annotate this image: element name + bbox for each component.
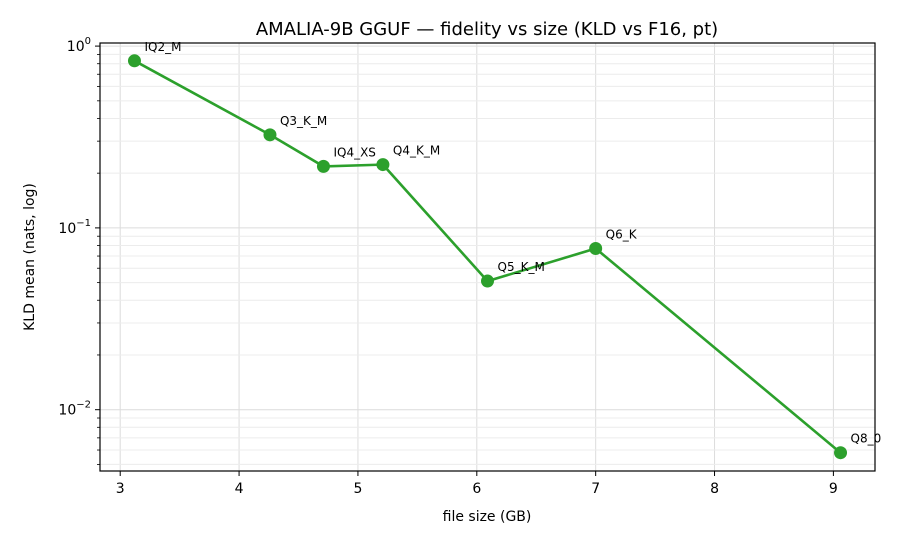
grid <box>100 43 875 471</box>
data-points: IQ2_M Q3_K_M IQ4_XS Q4_K_M Q5_K_M Q6_K Q8_0 <box>127 40 882 460</box>
data-point <box>589 242 603 256</box>
x-tick-label: 7 <box>591 481 600 497</box>
y-tick-label: 10−1 <box>58 218 91 237</box>
x-axis-label: file size (GB) <box>443 509 532 525</box>
series-line-layer <box>133 59 842 454</box>
y-tick-label: 100 <box>67 36 91 55</box>
data-point <box>127 54 141 68</box>
data-point-label: Q4_K_M <box>393 144 440 158</box>
x-tick-label: 6 <box>472 481 481 497</box>
plot-frame <box>99 42 876 472</box>
data-point-label: IQ2_M <box>144 40 181 54</box>
data-point <box>834 446 848 460</box>
data-point <box>481 274 494 288</box>
x-tick-label: 4 <box>235 481 244 497</box>
y-axis-label: KLD mean (nats, log) <box>22 183 38 331</box>
x-tick-label: 5 <box>353 481 362 497</box>
x-tick-label: 3 <box>116 481 125 497</box>
data-point-label: Q8_0 <box>851 432 882 446</box>
axis-ticks: 3 4 5 6 7 8 9 10−2 10−1 100 <box>58 36 837 497</box>
y-tick-label: 10−2 <box>58 400 91 419</box>
chart-title: AMALIA-9B GGUF — fidelity vs size (KLD v… <box>256 19 718 40</box>
data-point-label: Q5_K_M <box>498 260 545 274</box>
data-point-label: IQ4_XS <box>333 145 375 159</box>
x-tick-label: 8 <box>710 481 719 497</box>
data-point-label: Q6_K <box>606 228 638 242</box>
data-point <box>316 159 330 173</box>
x-tick-label: 9 <box>829 481 838 497</box>
data-point <box>376 158 390 172</box>
series-line <box>133 59 842 454</box>
data-point-label: Q3_K_M <box>280 114 327 128</box>
data-point <box>263 128 277 142</box>
